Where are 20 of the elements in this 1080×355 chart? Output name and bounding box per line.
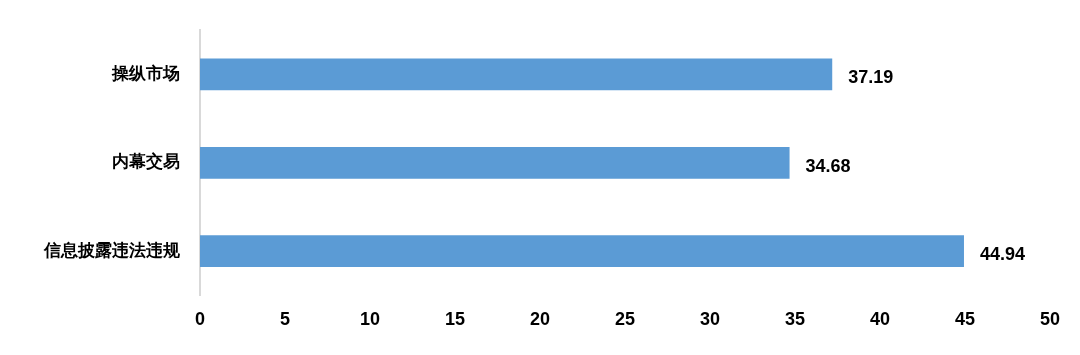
- x-tick-label: 30: [699, 309, 721, 330]
- x-tick-label: 50: [1039, 309, 1061, 330]
- x-tick-label: 35: [784, 309, 806, 330]
- x-tick-label: 45: [954, 309, 976, 330]
- bar: [200, 146, 790, 179]
- y-tick-label: 操纵市场: [111, 64, 180, 84]
- x-tick-label: 25: [614, 309, 636, 330]
- x-tick-label: 10: [359, 309, 381, 330]
- x-tick-label: 5: [279, 309, 291, 330]
- data-label: 44.94: [979, 244, 1026, 265]
- x-tick-label: 0: [194, 309, 206, 330]
- x-tick-label: 40: [869, 309, 891, 330]
- bar: [200, 235, 964, 268]
- data-label: 37.19: [848, 67, 894, 88]
- x-tick-label: 15: [444, 309, 466, 330]
- data-label: 34.68: [805, 155, 851, 176]
- bar: [200, 58, 833, 91]
- y-tick-label: 信息披露违法违规: [43, 240, 181, 260]
- x-tick-label: 20: [529, 309, 551, 330]
- y-tick-label: 内幕交易: [112, 152, 180, 172]
